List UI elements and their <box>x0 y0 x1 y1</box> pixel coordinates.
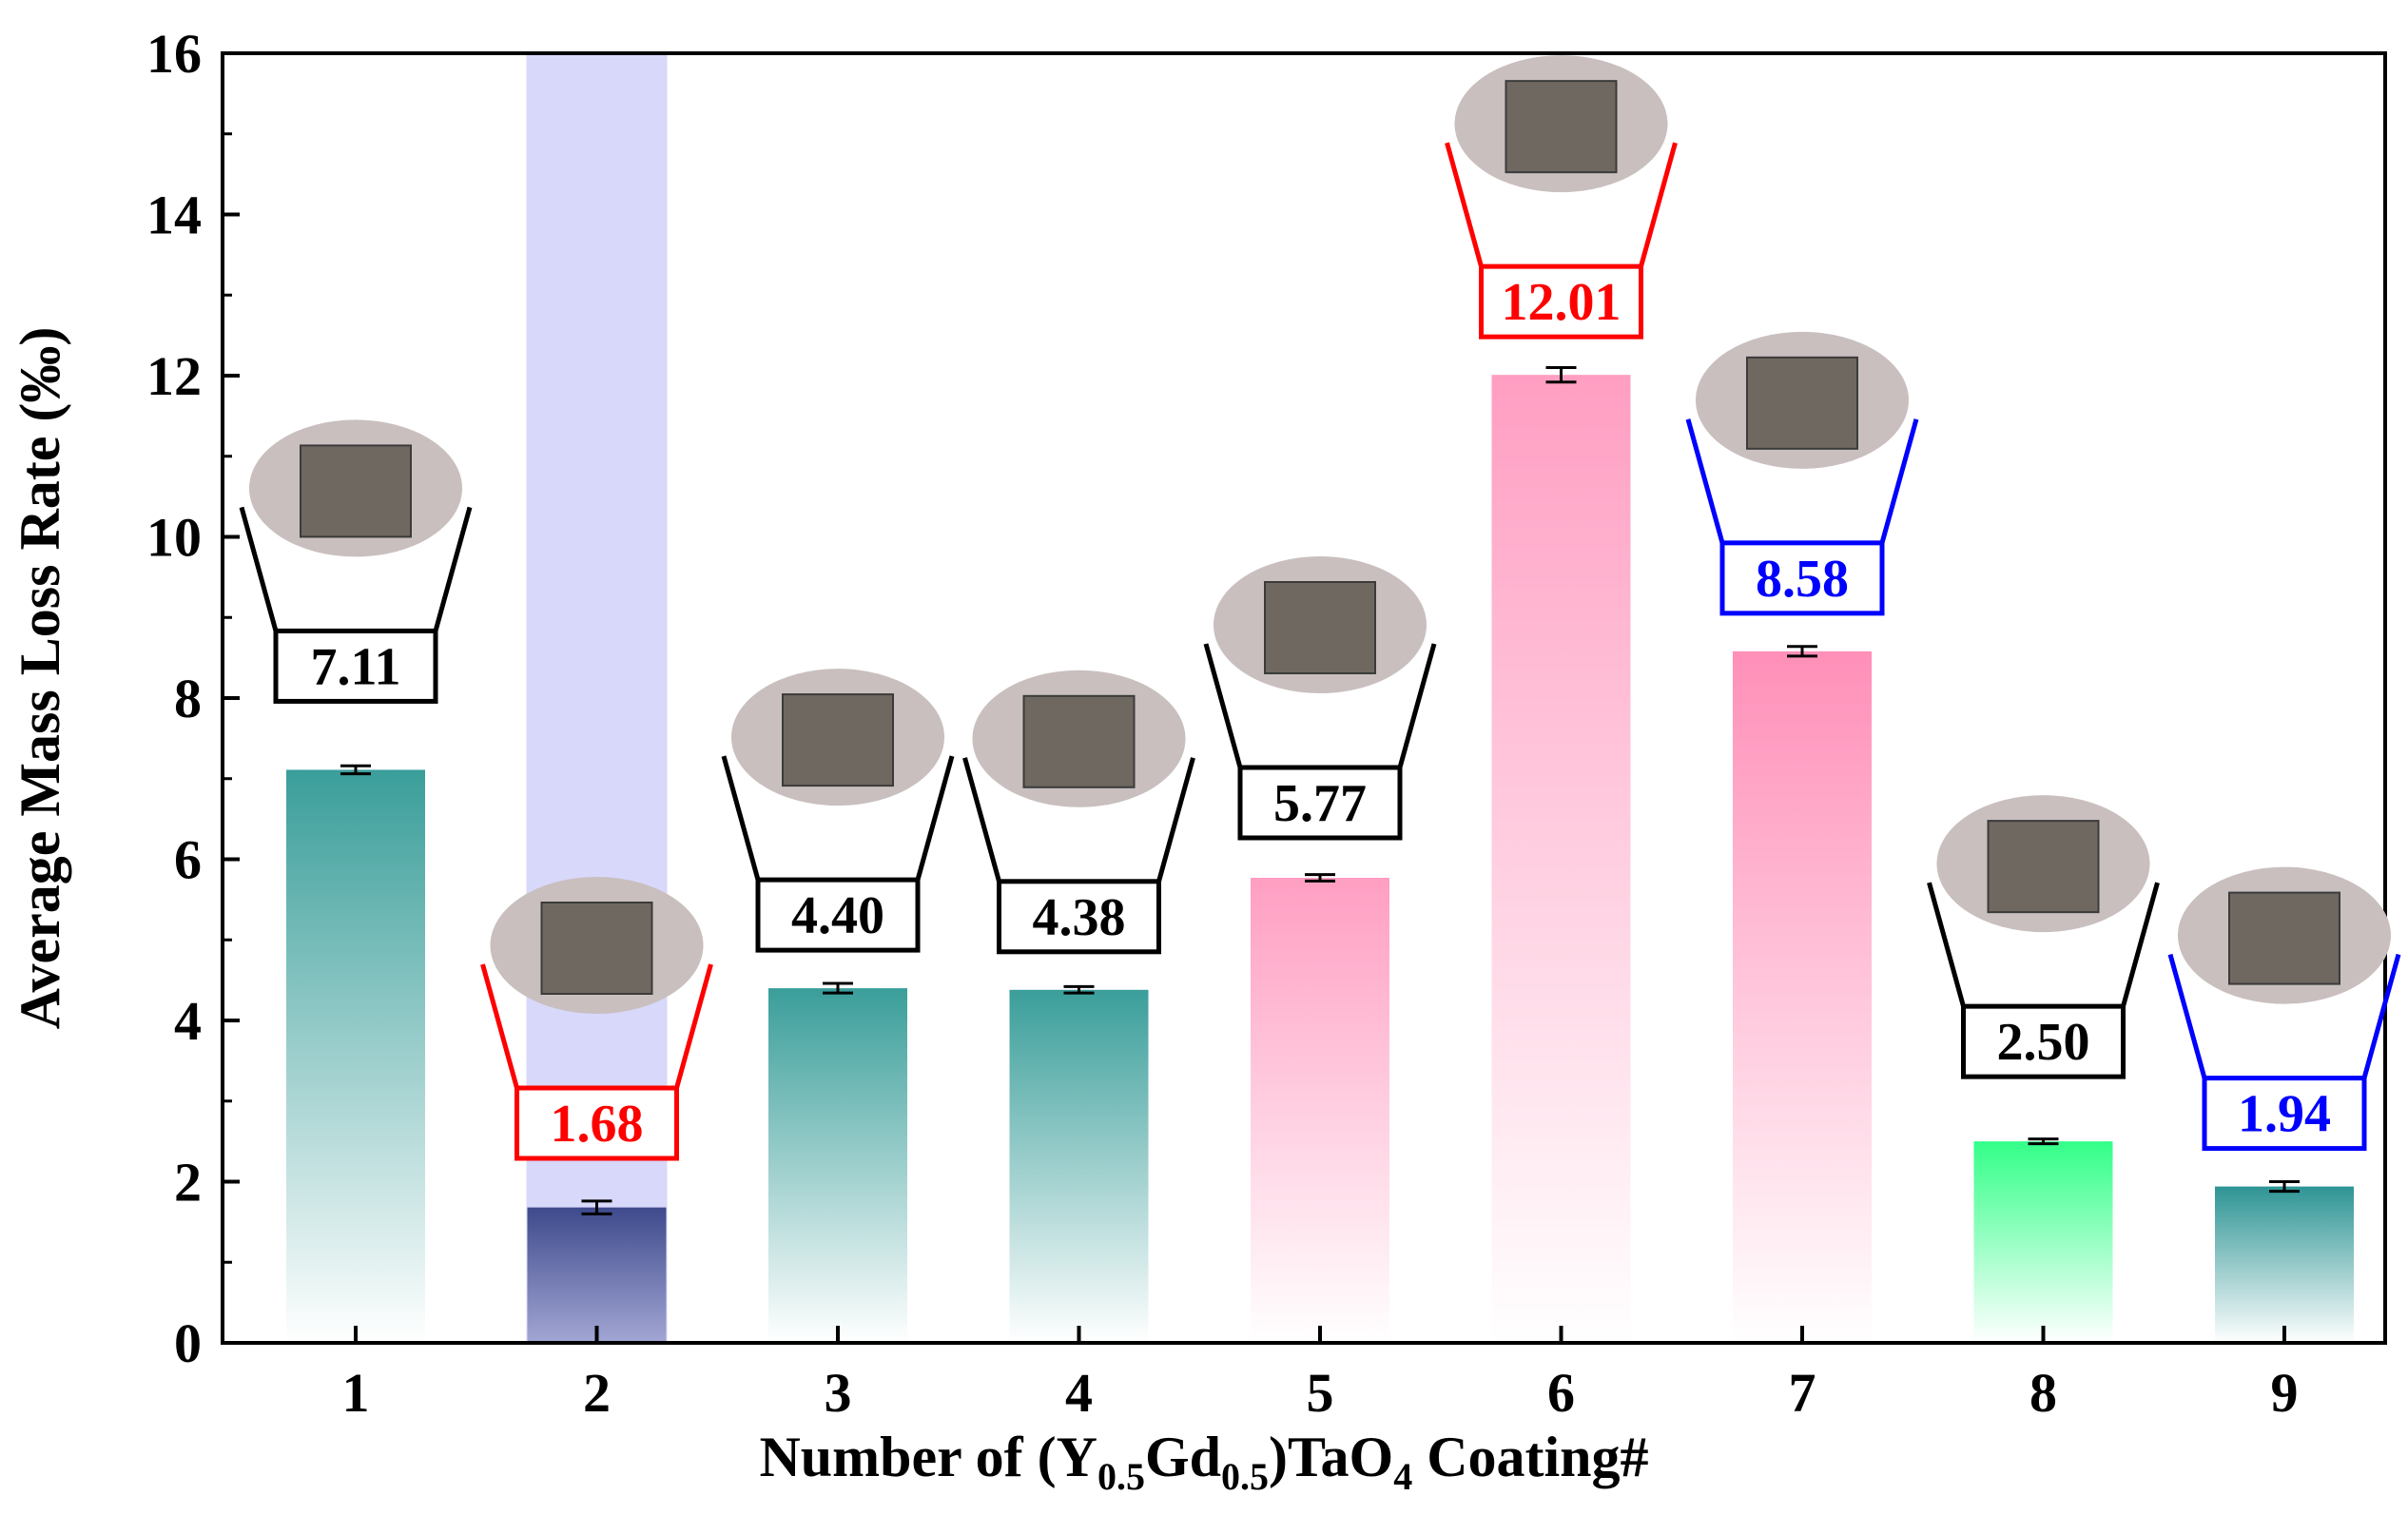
x-tick-label: 1 <box>342 1362 370 1424</box>
callout-line <box>1397 643 1437 768</box>
x-tick-label: 2 <box>583 1362 611 1424</box>
value-callout: 12.01 <box>1445 55 1678 340</box>
value-label: 5.77 <box>1273 774 1367 833</box>
y-axis-label: Average Mass Loss Rate (‰) <box>9 327 71 1030</box>
value-label: 4.38 <box>1033 888 1126 947</box>
x-tick-label: 8 <box>2029 1362 2057 1424</box>
x-tick-label: 7 <box>1789 1362 1816 1424</box>
value-callout: 4.38 <box>962 670 1195 955</box>
callout-line <box>962 757 1001 883</box>
sample-specimen <box>1264 580 1376 674</box>
y-tick-label: 16 <box>146 23 202 85</box>
bar <box>1973 1141 2113 1343</box>
callout-line <box>1639 142 1678 267</box>
value-callout: 7.11 <box>239 419 473 704</box>
value-label: 8.58 <box>1756 550 1849 609</box>
value-callout: 4.40 <box>721 669 955 953</box>
x-axis-label-part: Gd <box>1145 1426 1221 1488</box>
sample-specimen <box>300 444 412 538</box>
value-label: 1.94 <box>2238 1085 2331 1144</box>
value-label: 2.50 <box>1997 1013 2090 1072</box>
callout-line <box>1879 418 1919 544</box>
x-tick-label: 5 <box>1307 1362 1334 1424</box>
callout-line <box>2361 953 2401 1079</box>
value-labels-layer: 7.11 1.68 4.40 4.38 5.77 12.01 8.58 2.50 1.94 <box>239 55 2401 1161</box>
callout-line <box>480 963 519 1089</box>
x-axis-label: Number of (Y0.5Gd0.5)TaO4 Coating# <box>759 1426 1648 1498</box>
y-tick-label: 4 <box>174 990 202 1052</box>
value-label-box <box>273 628 438 704</box>
value-label-box <box>1961 1003 2126 1079</box>
callout-line <box>1203 643 1243 768</box>
sample-specimen <box>1746 356 1858 450</box>
value-label: 7.11 <box>311 637 401 696</box>
y-tick-label: 12 <box>146 345 202 407</box>
x-tick-label: 4 <box>1065 1362 1093 1424</box>
y-tick-label: 2 <box>174 1152 202 1214</box>
value-label-box <box>1237 765 1403 841</box>
x-tick-label: 3 <box>825 1362 852 1424</box>
callout-line <box>1927 882 1966 1007</box>
y-tick-label: 10 <box>146 507 202 569</box>
callout-line <box>674 963 713 1089</box>
sample-specimen <box>1505 80 1618 174</box>
value-callout: 2.50 <box>1927 795 2160 1079</box>
value-label: 1.68 <box>551 1095 644 1154</box>
bar <box>2215 1186 2354 1343</box>
x-axis-label-part: 0.5 <box>1097 1455 1145 1498</box>
bar <box>1733 651 1872 1343</box>
callout-line <box>2121 882 2160 1007</box>
value-label-box <box>515 1085 679 1161</box>
bars-layer <box>286 366 2354 1344</box>
callout-line <box>1685 418 1725 544</box>
value-callout: 8.58 <box>1685 331 1919 616</box>
callout-line <box>1445 142 1484 267</box>
callout-line <box>1156 757 1195 883</box>
sample-specimen <box>782 693 894 787</box>
x-tick-label: 6 <box>1547 1362 1575 1424</box>
x-axis-label-part: 0.5 <box>1221 1455 1269 1498</box>
value-label-box <box>1719 540 1885 616</box>
bar <box>1251 877 1389 1343</box>
y-tick-label: 8 <box>174 668 202 729</box>
x-axis-label-part: 4 <box>1393 1455 1412 1498</box>
callout-line <box>721 755 761 881</box>
callout-line <box>2167 953 2207 1079</box>
value-label-box <box>755 877 921 953</box>
callout-line <box>915 755 955 881</box>
value-callout: 1.94 <box>2167 866 2401 1152</box>
x-axis-label-part: Coating# <box>1412 1426 1648 1488</box>
callout-line <box>433 506 473 632</box>
bar <box>768 988 907 1343</box>
value-label-box <box>1479 263 1643 340</box>
value-label-box <box>2202 1076 2367 1152</box>
sample-specimen <box>1987 820 2100 914</box>
sample-specimen <box>1022 694 1136 788</box>
sample-specimen <box>540 902 653 995</box>
x-axis-label-part: Number of (Y <box>759 1426 1097 1488</box>
value-label-box <box>997 879 1161 955</box>
y-tick-label: 6 <box>174 829 202 891</box>
x-tick-label: 9 <box>2271 1362 2299 1424</box>
value-label: 4.40 <box>791 886 884 945</box>
bar <box>527 1207 667 1343</box>
value-callout: 1.68 <box>480 877 713 1161</box>
sample-specimen <box>2228 891 2340 985</box>
y-tick-label: 0 <box>174 1312 202 1374</box>
bar <box>1491 375 1631 1344</box>
value-callout: 5.77 <box>1203 555 1437 841</box>
bar <box>1009 989 1149 1343</box>
y-tick-label: 14 <box>146 185 202 246</box>
value-label: 12.01 <box>1502 273 1622 332</box>
callout-line <box>239 506 279 632</box>
x-axis-label-part: )TaO <box>1269 1426 1393 1488</box>
bar <box>286 769 425 1343</box>
